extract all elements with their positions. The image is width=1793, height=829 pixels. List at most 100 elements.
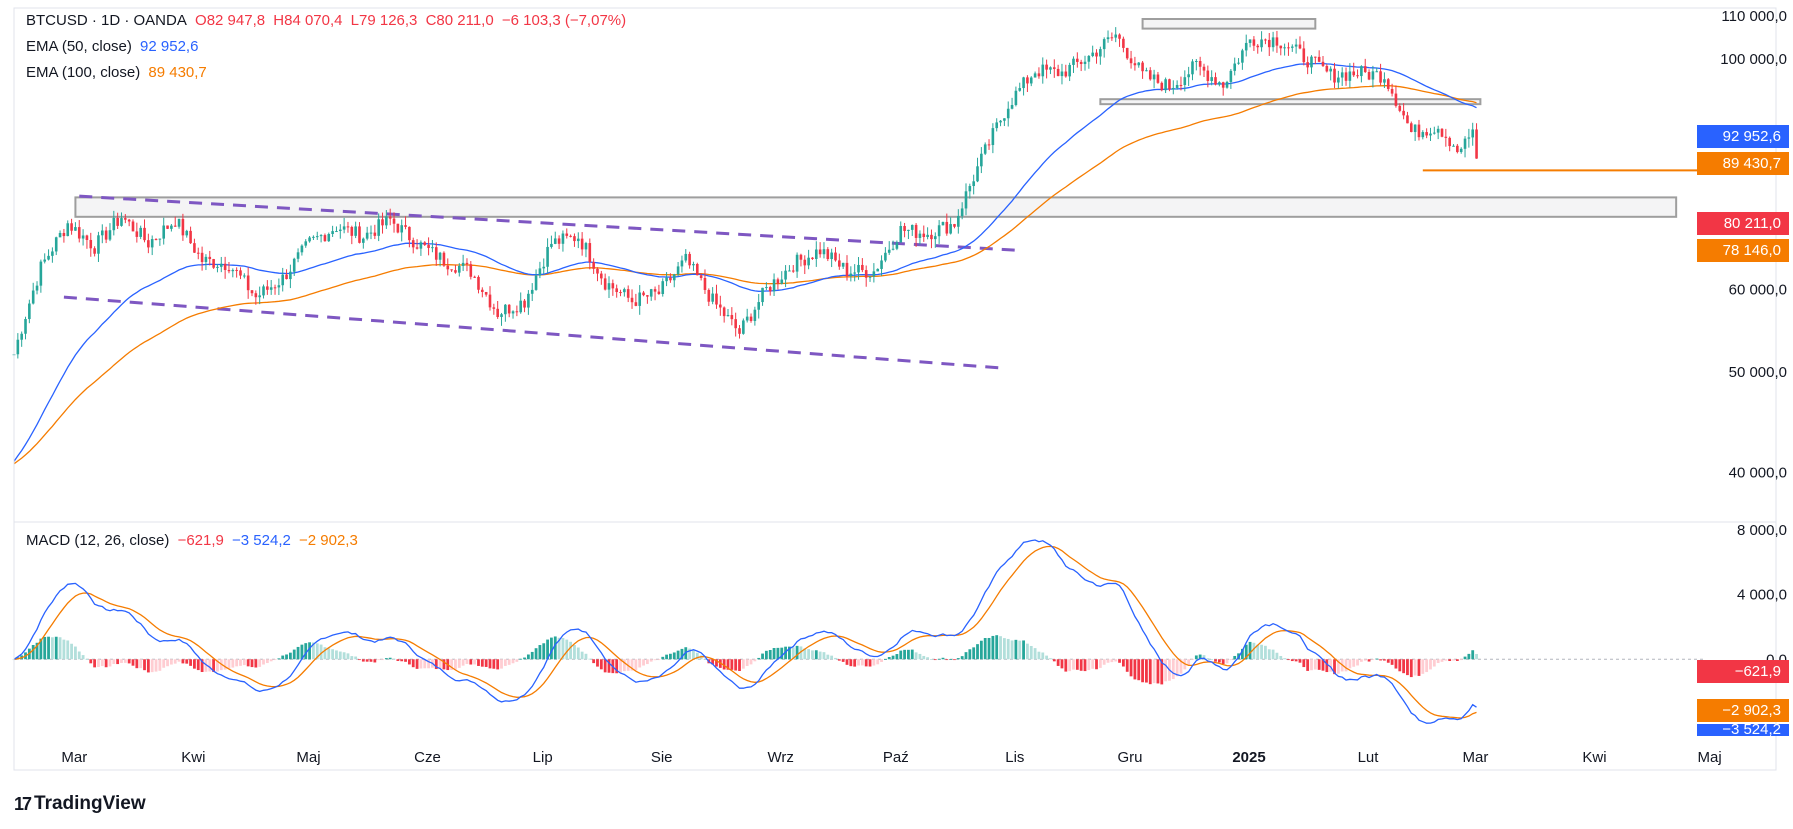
candle-body [1383, 79, 1386, 83]
macd-histogram-bar [1014, 639, 1018, 660]
macd-histogram-bar [81, 655, 85, 660]
candle-body [987, 144, 991, 146]
macd-histogram-bar [358, 659, 361, 661]
macd-histogram-bar [672, 652, 676, 660]
candle-body [1060, 71, 1064, 77]
candle-body [619, 292, 622, 294]
macd-histogram-bar [1187, 659, 1191, 666]
candle-body [1102, 39, 1106, 50]
level-price-badge: 78 146,0 [1697, 239, 1789, 262]
macd-histogram-bar [112, 659, 116, 664]
macd-histogram-bar [983, 638, 987, 660]
macd-histogram-bar [1229, 659, 1233, 661]
candle-body [884, 252, 887, 261]
macd-histogram-bar [74, 646, 77, 660]
candle-body [1244, 42, 1248, 51]
candle-body [1014, 90, 1018, 106]
candle-body [158, 238, 162, 240]
macd-histogram-bar [158, 659, 162, 671]
macd-histogram-bar [1010, 640, 1014, 660]
candle-body [239, 270, 242, 276]
candle-body [980, 153, 983, 167]
macd-legend[interactable]: MACD (12, 26, close) −621,9 −3 524,2 −2 … [26, 532, 362, 549]
candle-body [603, 278, 607, 290]
candle-body [1087, 55, 1091, 62]
candle-body [1164, 79, 1167, 91]
macd-histogram-bar [1221, 659, 1225, 665]
macd-histogram-bar [811, 650, 814, 660]
candle-body [1264, 39, 1267, 41]
candle-body [642, 292, 645, 296]
candle-body [365, 232, 369, 239]
candle-body [596, 268, 599, 274]
macd-histogram-bar [58, 637, 62, 660]
candle-body [1302, 48, 1306, 63]
candle-body [891, 248, 895, 250]
candle-body [922, 233, 926, 238]
macd-histogram-bar [146, 659, 150, 673]
candle-body [527, 293, 530, 308]
candle-body [120, 218, 123, 226]
candle-body [269, 287, 273, 290]
candle-body [47, 255, 50, 260]
candle-body [887, 249, 891, 253]
candle-body [857, 264, 860, 273]
chart-border [13, 7, 1777, 771]
candle-body [143, 227, 146, 241]
macd-histogram-bar [123, 659, 127, 663]
candle-body [431, 247, 434, 249]
candle-body [757, 302, 761, 310]
candle-body [1348, 71, 1352, 81]
candle-body [97, 235, 100, 254]
macd-histogram-bar [1290, 659, 1294, 662]
ema100-label: EMA (100, close) [26, 64, 141, 81]
candle-body [1452, 145, 1455, 147]
macd-histogram-bar [1275, 652, 1279, 660]
macd-histogram-bar [35, 642, 39, 660]
macd-histogram-bar [423, 659, 427, 669]
macd-histogram-bar [127, 659, 131, 664]
macd-histogram-bar [907, 649, 910, 660]
candle-body [634, 302, 638, 306]
macd-histogram-bar [1214, 659, 1217, 662]
candle-body [315, 236, 319, 238]
macd-histogram-bar [1329, 659, 1333, 672]
ema50-value: 92 952,6 [140, 38, 199, 55]
candle-body [507, 304, 511, 314]
macd-histogram-bar [1026, 643, 1029, 660]
macd-histogram-bar [342, 652, 346, 660]
macd-signal-badge: −2 902,3 [1697, 699, 1789, 722]
ema100-legend[interactable]: EMA (100, close) 89 430,7 [26, 64, 211, 81]
candle-body [484, 291, 488, 295]
macd-histogram-bar [1344, 659, 1348, 672]
time-tick-label: Gru [1117, 749, 1142, 766]
macd-histogram-bar [1244, 644, 1248, 660]
candle-body [154, 239, 158, 241]
macd-histogram-bar [1448, 659, 1452, 662]
candle-body [661, 281, 665, 294]
candle-body [1083, 61, 1087, 65]
macd-histogram-bar [1386, 659, 1390, 663]
candle-body [907, 229, 910, 231]
candle-body [726, 315, 730, 317]
macd-histogram-bar [580, 651, 584, 660]
candle-body [1076, 58, 1079, 62]
candle-body [500, 314, 503, 317]
candle-body [1456, 145, 1459, 153]
macd-histogram-bar [457, 659, 461, 668]
ema50-legend[interactable]: EMA (50, close) 92 952,6 [26, 38, 202, 55]
macd-histogram-bar [1156, 659, 1160, 684]
candle-body [1390, 88, 1394, 94]
tradingview-logo[interactable]: 17 TradingView [14, 793, 146, 815]
candle-body [196, 252, 200, 254]
macd-histogram-bar [212, 659, 216, 673]
macd-histogram-bar [404, 659, 407, 662]
candle-body [826, 249, 830, 260]
candle-body [1260, 39, 1263, 48]
candle-body [523, 300, 526, 308]
macd-histogram-bar [200, 659, 204, 673]
candle-body [104, 230, 108, 240]
candle-body [607, 283, 611, 290]
candle-body [615, 288, 618, 293]
